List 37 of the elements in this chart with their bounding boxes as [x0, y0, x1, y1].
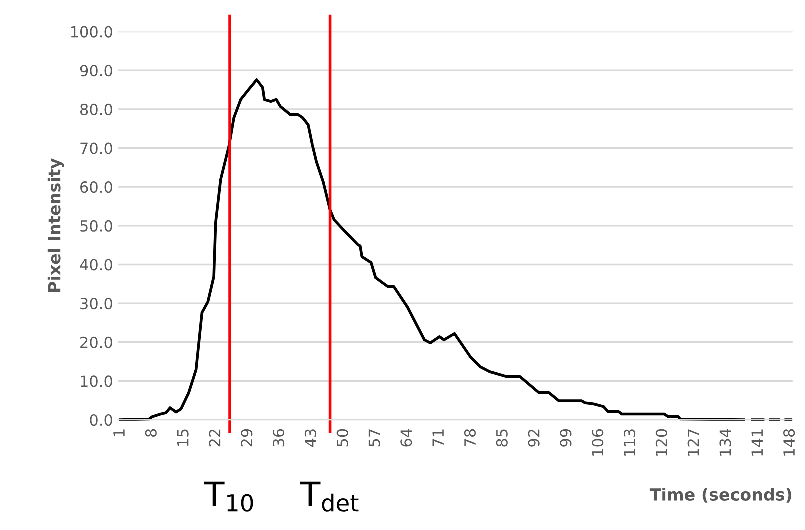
x-tick-label: 113: [624, 430, 636, 456]
y-tick-label: 10.0: [81, 376, 112, 388]
y-tick-label: 90.0: [80, 65, 112, 77]
ref-line-label: T$_{10}$: [204, 482, 254, 512]
x-tick-label: 29: [241, 429, 253, 447]
x-tick-label: 15: [178, 430, 189, 446]
x-tick-label: 141: [752, 430, 763, 456]
x-tick-label: 8: [145, 429, 157, 438]
x-tick-label: 22: [209, 430, 221, 447]
x-tick-label: 1: [114, 430, 125, 436]
ref-line-label: T$_{det}$: [300, 482, 359, 512]
x-tick-label: 134: [720, 429, 732, 456]
y-tick-label: 20.0: [80, 336, 112, 348]
x-tick-label: 85: [496, 430, 508, 447]
x-tick-label: 148: [784, 429, 796, 456]
y-tick-label: 70.0: [80, 142, 112, 154]
x-tick-label: 64: [400, 429, 412, 447]
y-tick-label: 40.0: [80, 259, 112, 271]
x-tick-label: 71: [432, 430, 444, 447]
x-tick-label: 120: [656, 429, 668, 456]
y-axis-title: Pixel Intensity: [48, 158, 64, 292]
x-tick-label: 127: [688, 430, 700, 456]
x-tick-label: 78: [464, 429, 476, 447]
y-tick-label: 50.0: [80, 220, 112, 232]
y-tick-label: 60.0: [80, 182, 112, 194]
y-tick-label: 0.0: [90, 414, 112, 426]
y-tick-label: 100.0: [71, 26, 112, 38]
x-tick-label: 43: [304, 430, 316, 448]
x-tick-label: 50: [336, 429, 348, 447]
y-tick-label: 80.0: [80, 104, 112, 116]
x-tick-label: 92: [528, 430, 540, 447]
x-tick-label: 99: [560, 429, 572, 447]
x-tick-label: 36: [273, 429, 285, 447]
x-tick-label: 57: [368, 430, 380, 447]
y-tick-label: 30.0: [80, 298, 112, 310]
x-tick-label: 106: [592, 429, 604, 456]
x-axis-title: Time (seconds): [650, 488, 792, 503]
